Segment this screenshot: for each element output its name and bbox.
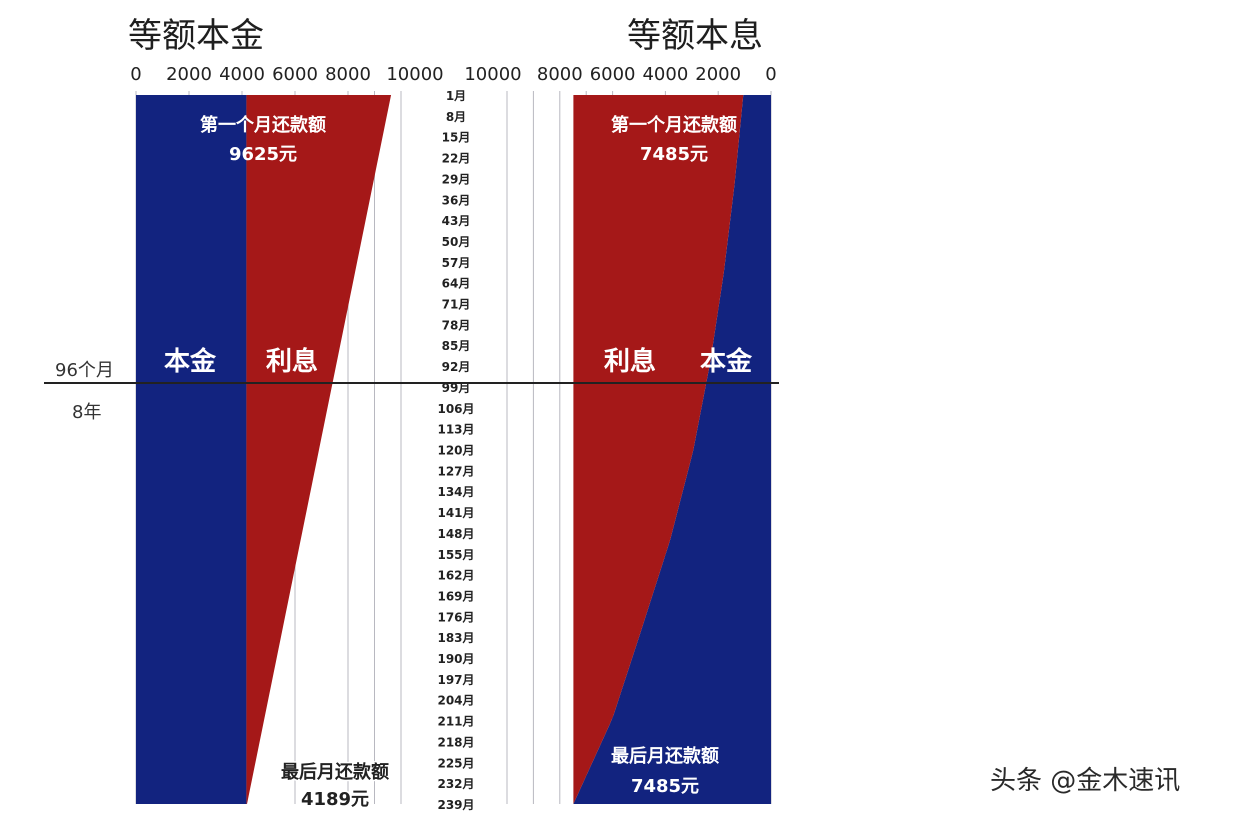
right-x-tick-label: 2000 — [695, 64, 741, 85]
month-tick-label: 57月 — [442, 256, 471, 270]
month-tick-label: 162月 — [437, 569, 474, 583]
right-x-tick-label: 0 — [765, 64, 776, 85]
right-first-payment-label: 第一个月还款额 — [611, 114, 737, 136]
month-tick-label: 218月 — [437, 735, 474, 749]
right-x-tick-label: 6000 — [590, 64, 636, 85]
marker-years-label: 8年 — [72, 402, 102, 423]
month-tick-label: 141月 — [437, 506, 474, 520]
left-principal-label: 本金 — [164, 346, 217, 377]
right-x-tick-label: 4000 — [642, 64, 688, 85]
left-last-payment-label: 最后月还款额 — [281, 761, 389, 783]
left-first-payment-value: 9625元 — [229, 144, 297, 165]
left-first-payment-label: 第一个月还款额 — [200, 114, 326, 136]
month-tick-label: 64月 — [442, 277, 471, 291]
left-x-tick-label: 10000 — [386, 64, 443, 85]
month-tick-label: 134月 — [437, 485, 474, 499]
right-x-tick-label: 8000 — [537, 64, 583, 85]
month-tick-label: 225月 — [437, 756, 474, 770]
right-principal-area — [573, 95, 771, 804]
right-interest-label: 利息 — [604, 346, 656, 377]
month-tick-label: 43月 — [442, 214, 471, 228]
month-tick-label: 127月 — [437, 464, 474, 478]
month-tick-label: 36月 — [442, 193, 471, 207]
chart-title-right: 等额本息 — [627, 16, 763, 56]
month-tick-label: 71月 — [442, 298, 471, 312]
month-tick-label: 15月 — [442, 131, 471, 145]
month-tick-label: 1月 — [446, 89, 466, 103]
month-tick-label: 22月 — [442, 152, 471, 166]
month-tick-label: 78月 — [442, 318, 471, 332]
left-interest-label: 利息 — [266, 346, 318, 377]
right-interest-area — [573, 95, 744, 804]
month-tick-label: 29月 — [442, 172, 471, 186]
month-tick-label: 120月 — [437, 444, 474, 458]
month-tick-label: 8月 — [446, 110, 466, 124]
month-tick-label: 183月 — [437, 631, 474, 645]
month-tick-label: 148月 — [437, 527, 474, 541]
month-tick-label: 197月 — [437, 673, 474, 687]
right-last-payment-value: 7485元 — [631, 776, 699, 797]
left-x-tick-label: 6000 — [272, 64, 318, 85]
left-x-tick-label: 4000 — [219, 64, 265, 85]
left-x-tick-label: 2000 — [166, 64, 212, 85]
month-tick-label: 113月 — [437, 423, 474, 437]
right-first-payment-value: 7485元 — [640, 144, 708, 165]
right-x-tick-label: 10000 — [464, 64, 521, 85]
marker-months-label: 96个月 — [55, 360, 114, 381]
month-tick-label: 85月 — [442, 339, 471, 353]
left-last-payment-value: 4189元 — [301, 789, 369, 810]
right-principal-label: 本金 — [700, 346, 753, 377]
left-interest-area — [246, 95, 392, 804]
watermark-text: 头条 @金木速讯 — [990, 766, 1181, 796]
month-tick-label: 239月 — [437, 798, 474, 812]
right-last-payment-label: 最后月还款额 — [611, 745, 719, 767]
month-tick-label: 169月 — [437, 589, 474, 603]
left-x-tick-label: 8000 — [325, 64, 371, 85]
month-tick-label: 211月 — [437, 715, 474, 729]
month-tick-label: 92月 — [442, 360, 471, 374]
month-tick-label: 232月 — [437, 777, 474, 791]
month-tick-label: 155月 — [437, 548, 474, 562]
left-principal-area — [136, 95, 247, 804]
month-tick-label: 106月 — [437, 402, 474, 416]
month-tick-label: 176月 — [437, 610, 474, 624]
month-tick-label: 99月 — [442, 381, 471, 395]
month-tick-label: 50月 — [442, 235, 471, 249]
month-tick-label: 190月 — [437, 652, 474, 666]
left-x-tick-label: 0 — [130, 64, 141, 85]
chart-title-left: 等额本金 — [128, 16, 264, 56]
month-tick-label: 204月 — [437, 694, 474, 708]
